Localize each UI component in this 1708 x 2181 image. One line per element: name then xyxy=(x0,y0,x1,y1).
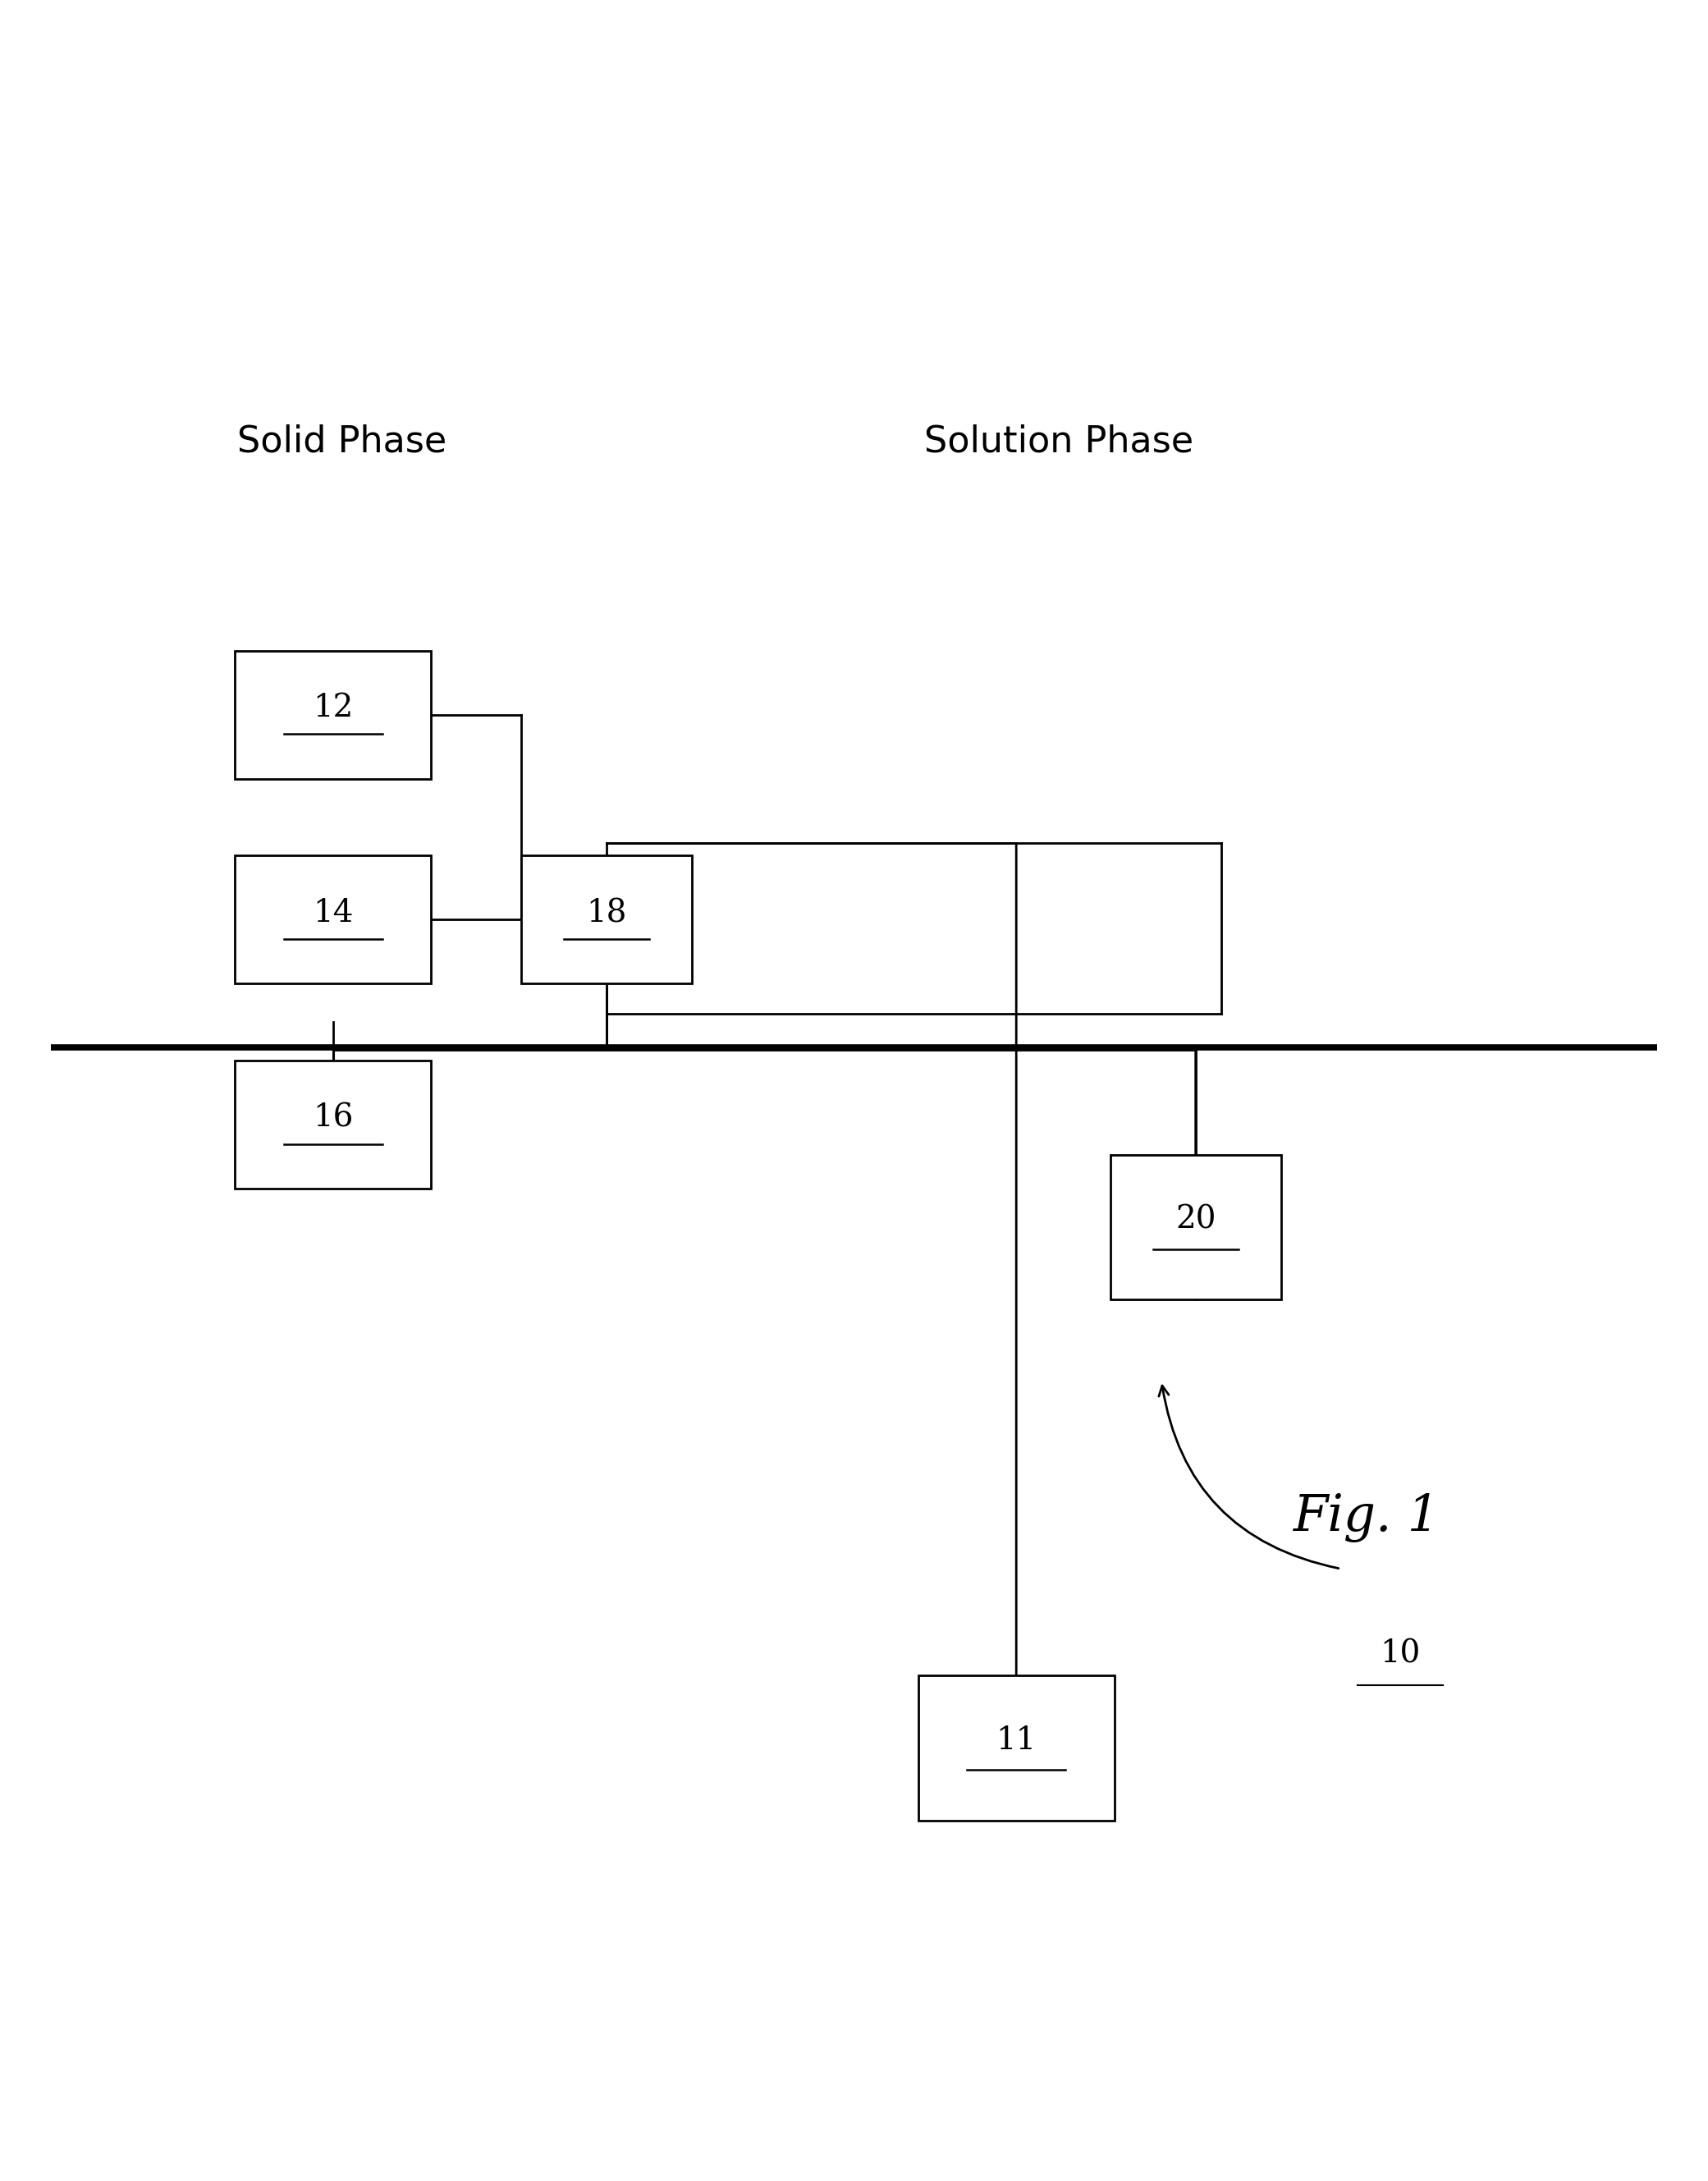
FancyBboxPatch shape xyxy=(1110,1154,1281,1300)
Text: 11: 11 xyxy=(996,1725,1037,1756)
FancyBboxPatch shape xyxy=(236,650,430,779)
Text: 18: 18 xyxy=(586,899,627,929)
Text: Fig. 1: Fig. 1 xyxy=(1293,1494,1440,1542)
FancyBboxPatch shape xyxy=(521,855,692,984)
FancyBboxPatch shape xyxy=(919,1675,1114,1821)
Text: Solution Phase: Solution Phase xyxy=(924,423,1194,458)
Text: 12: 12 xyxy=(313,694,354,724)
Text: 10: 10 xyxy=(1380,1638,1421,1668)
Text: 20: 20 xyxy=(1175,1204,1216,1234)
FancyBboxPatch shape xyxy=(236,855,430,984)
Text: 14: 14 xyxy=(313,899,354,929)
Text: Solid Phase: Solid Phase xyxy=(237,423,446,458)
FancyBboxPatch shape xyxy=(236,1060,430,1189)
Text: 16: 16 xyxy=(313,1104,354,1134)
